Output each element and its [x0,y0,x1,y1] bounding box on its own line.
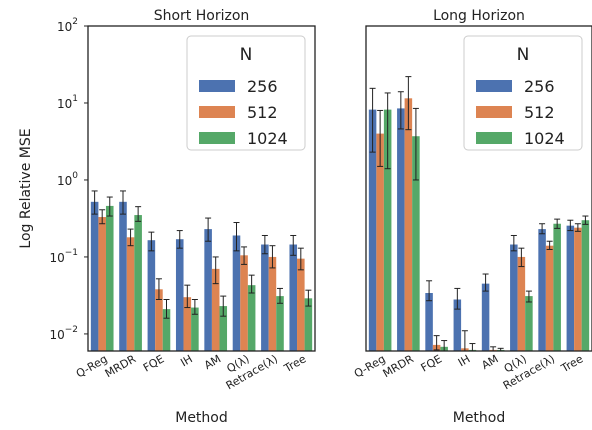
axes-frame [87,25,316,352]
bar [119,201,127,351]
bar [147,240,156,351]
x-axis-label: Method [453,410,506,426]
y-tick-label: 100 [57,171,78,188]
bar [304,298,313,351]
x-tick-label: IH [178,352,194,369]
legend-label: 512 [524,103,555,122]
legend-label: 1024 [524,129,565,148]
legend-label: 256 [247,77,278,96]
legend-box [186,35,306,151]
bar [517,256,526,351]
bar [574,227,582,351]
legend-swatch [199,80,235,92]
x-tick-label: Q-Reg [352,352,388,380]
bar [247,285,256,351]
legend-swatch [476,80,512,92]
legend-label: 512 [247,103,278,122]
panel-title: Long Horizon [433,8,525,24]
legend-title: N [517,45,530,65]
x-axis-label: Method [175,410,228,426]
legend-box [463,35,583,151]
legend-swatch [476,106,512,118]
legend-swatch [199,132,235,144]
bar [105,205,114,351]
y-tick-label: 102 [57,17,78,34]
bar [289,244,298,351]
legend-label: 256 [524,77,555,96]
bar [510,244,518,351]
bar [134,215,142,351]
x-tick-label: Tree [281,352,308,375]
bar [175,239,184,351]
bar [240,255,248,351]
bar [204,229,212,351]
x-tick-label: FQE [141,352,167,374]
y-tick-label: 101 [57,94,78,111]
legend-swatch [199,106,235,118]
bar [297,258,305,351]
bar [453,299,462,351]
panel-title: Short Horizon [154,8,250,24]
x-tick-label: Q-Reg [74,352,110,380]
bar [383,109,392,352]
bar [219,306,228,351]
bar [155,289,163,351]
x-tick-label: AM [202,352,223,372]
x-tick-label: IH [456,352,472,369]
bar [90,201,99,351]
x-tick-label: FQE [419,352,445,374]
bar [368,109,377,352]
bar [232,235,241,351]
bar [276,296,284,351]
y-axis-label: Log Relative MSE [18,128,34,248]
bar [481,283,490,351]
bar [412,136,420,351]
x-tick-label: MRDR [103,352,139,380]
y-tick-label: 10−2 [49,325,78,342]
bar [162,309,171,351]
x-tick-label: AM [479,352,500,372]
bar [268,256,277,351]
bar [98,217,106,351]
bar [538,229,546,351]
bar [581,220,590,351]
bar [397,108,405,351]
bar [425,293,433,351]
legend-title: N [240,45,253,65]
bar [545,245,554,351]
legend-label: 1024 [247,129,288,148]
y-tick-label: 10−1 [49,248,78,265]
bar [183,297,192,351]
bar [404,98,413,351]
bar [261,244,269,351]
x-tick-label: Tree [558,352,585,375]
legend-swatch [476,132,512,144]
bar [553,223,561,351]
bar [525,296,533,351]
bar [211,268,220,351]
bar [191,307,199,351]
axes-frame [365,25,592,352]
x-tick-label: MRDR [381,352,417,380]
bar [126,237,135,351]
bar [566,225,575,351]
bar [376,133,384,351]
